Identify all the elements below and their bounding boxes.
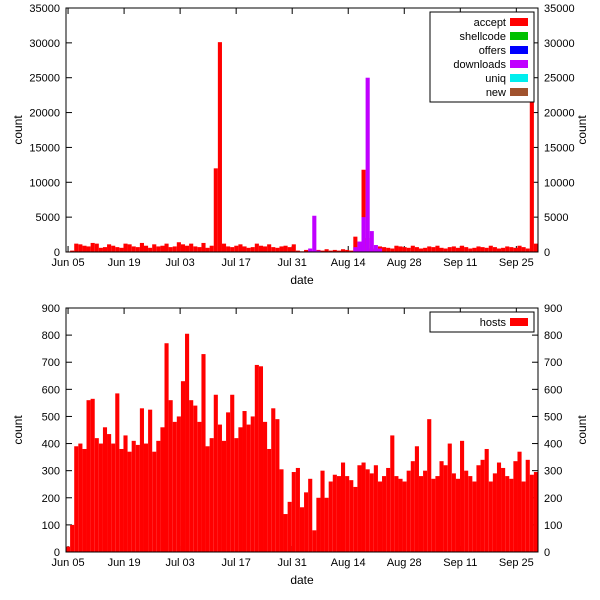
svg-text:30000: 30000	[544, 38, 575, 50]
svg-text:count: count	[575, 415, 589, 445]
svg-text:new: new	[486, 87, 506, 99]
svg-text:accept: accept	[474, 17, 506, 29]
svg-text:20000: 20000	[29, 108, 60, 120]
svg-text:500: 500	[544, 411, 562, 423]
svg-text:300: 300	[544, 466, 562, 478]
svg-text:35000: 35000	[544, 3, 575, 15]
svg-text:date: date	[290, 573, 314, 587]
svg-text:Jul 17: Jul 17	[221, 557, 250, 569]
svg-text:Aug 28: Aug 28	[387, 557, 422, 569]
svg-text:25000: 25000	[29, 73, 60, 85]
svg-text:Sep 25: Sep 25	[499, 557, 534, 569]
bottom-chart: 0010010020020030030040040050050060060070…	[0, 300, 600, 600]
svg-text:400: 400	[544, 439, 562, 451]
svg-text:600: 600	[42, 384, 60, 396]
svg-text:20000: 20000	[544, 108, 575, 120]
svg-text:Jul 03: Jul 03	[165, 257, 194, 269]
svg-text:Jul 31: Jul 31	[278, 257, 307, 269]
svg-text:0: 0	[544, 547, 550, 559]
svg-text:35000: 35000	[29, 3, 60, 15]
svg-text:Jun 05: Jun 05	[52, 557, 85, 569]
svg-text:900: 900	[42, 303, 60, 315]
svg-text:shellcode: shellcode	[460, 31, 506, 43]
svg-text:Aug 14: Aug 14	[331, 257, 366, 269]
top-chart: 0050005000100001000015000150002000020000…	[0, 0, 600, 300]
svg-text:Aug 28: Aug 28	[387, 257, 422, 269]
svg-text:Sep 11: Sep 11	[443, 257, 477, 269]
svg-text:400: 400	[42, 439, 60, 451]
svg-text:Jun 05: Jun 05	[52, 257, 85, 269]
svg-text:100: 100	[42, 520, 60, 532]
svg-text:date: date	[290, 273, 314, 287]
svg-text:uniq: uniq	[485, 73, 506, 85]
svg-text:600: 600	[544, 384, 562, 396]
svg-text:800: 800	[544, 330, 562, 342]
svg-text:30000: 30000	[29, 38, 60, 50]
svg-text:800: 800	[42, 330, 60, 342]
svg-text:Jun 19: Jun 19	[108, 257, 141, 269]
svg-text:10000: 10000	[29, 177, 60, 189]
svg-text:25000: 25000	[544, 73, 575, 85]
svg-text:Jul 03: Jul 03	[165, 557, 194, 569]
svg-text:Jul 17: Jul 17	[221, 257, 250, 269]
svg-text:10000: 10000	[544, 177, 575, 189]
svg-text:hosts: hosts	[480, 317, 507, 329]
svg-text:900: 900	[544, 303, 562, 315]
svg-text:700: 700	[42, 357, 60, 369]
svg-text:Sep 25: Sep 25	[499, 257, 534, 269]
svg-text:300: 300	[42, 466, 60, 478]
svg-text:100: 100	[544, 520, 562, 532]
svg-text:count: count	[575, 115, 589, 145]
svg-text:downloads: downloads	[453, 59, 506, 71]
svg-text:offers: offers	[479, 45, 507, 57]
svg-text:Sep 11: Sep 11	[443, 557, 477, 569]
svg-text:count: count	[11, 415, 25, 445]
svg-text:15000: 15000	[29, 142, 60, 154]
svg-text:200: 200	[42, 493, 60, 505]
svg-text:Aug 14: Aug 14	[331, 557, 366, 569]
svg-text:200: 200	[544, 493, 562, 505]
svg-text:500: 500	[42, 411, 60, 423]
svg-text:5000: 5000	[36, 212, 60, 224]
svg-text:0: 0	[544, 247, 550, 259]
svg-text:Jul 31: Jul 31	[278, 557, 307, 569]
svg-text:5000: 5000	[544, 212, 568, 224]
svg-text:15000: 15000	[544, 142, 575, 154]
svg-text:count: count	[11, 115, 25, 145]
svg-text:700: 700	[544, 357, 562, 369]
svg-text:Jun 19: Jun 19	[108, 557, 141, 569]
